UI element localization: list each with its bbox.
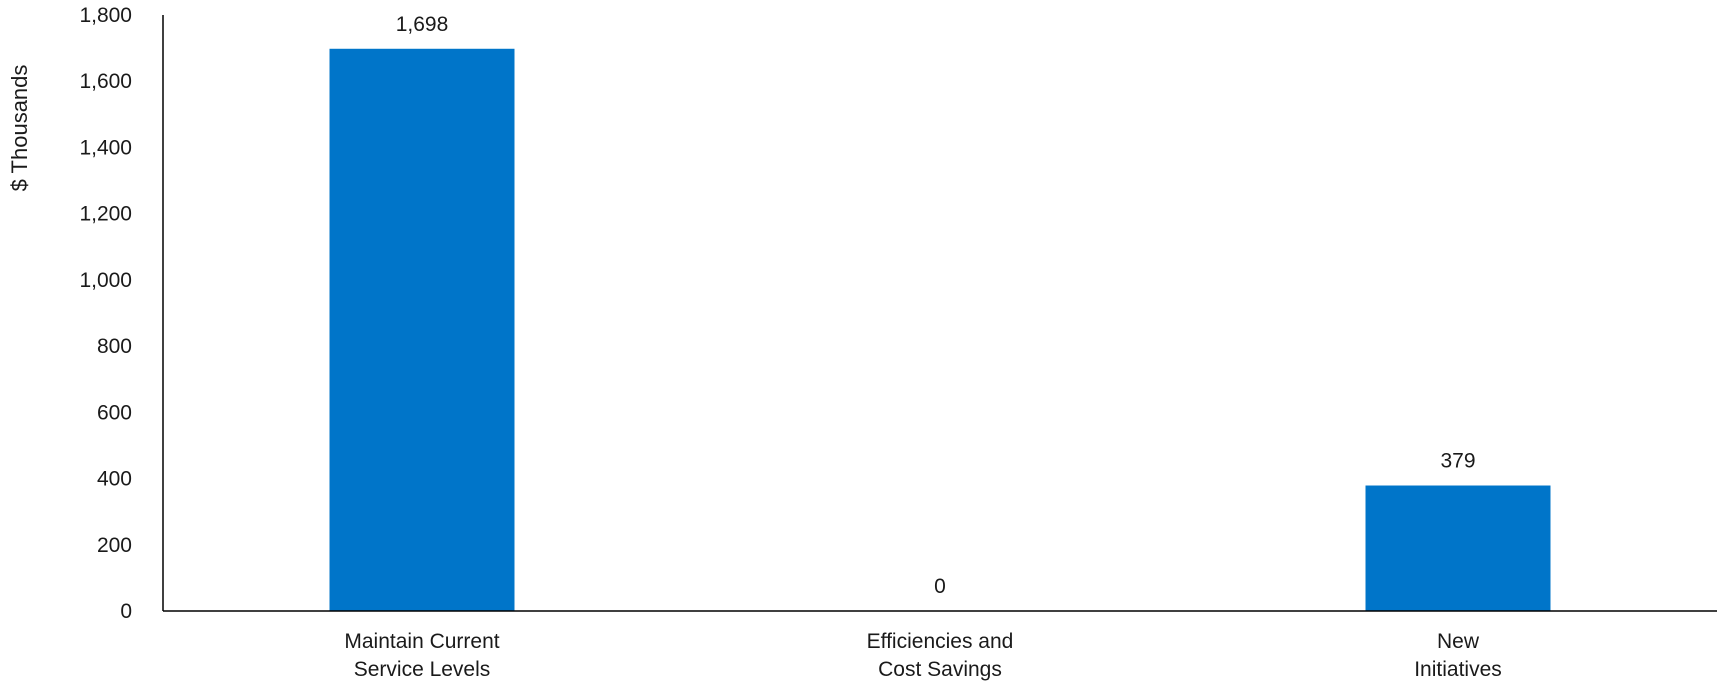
data-label: 379: [1440, 450, 1475, 473]
x-axis-labels: Maintain Current Service Levels Efficienci…: [344, 630, 1501, 681]
y-tick-label: 1,800: [79, 4, 132, 27]
y-tick-label: 400: [97, 468, 132, 491]
x-category-label: Cost Savings: [878, 658, 1002, 681]
y-tick-label: 600: [97, 401, 132, 424]
bar: [1365, 485, 1551, 611]
y-tick-label: 0: [120, 600, 132, 623]
y-axis-ticks: 0 200 400 600 800 1,000 1,200 1,400 1,600 1,800: [79, 4, 132, 623]
data-labels: 1,698 0 379: [396, 13, 1476, 598]
y-tick-label: 1,000: [79, 269, 132, 292]
bars: [329, 48, 1551, 612]
y-tick-label: 1,400: [79, 136, 132, 159]
y-tick-label: 1,200: [79, 203, 132, 226]
x-category-label: Initiatives: [1414, 658, 1502, 681]
y-tick-label: 800: [97, 335, 132, 358]
bar: [329, 48, 515, 612]
x-category-label: Maintain Current: [344, 630, 499, 653]
y-tick-label: 200: [97, 534, 132, 557]
data-label: 0: [934, 575, 946, 598]
y-tick-label: 1,600: [79, 70, 132, 93]
x-category-label: Efficiencies and: [867, 630, 1014, 653]
data-label: 1,698: [396, 13, 449, 36]
x-category-label: New: [1437, 630, 1480, 653]
y-axis-title: $ Thousands: [7, 65, 32, 192]
x-category-label: Service Levels: [354, 658, 491, 681]
